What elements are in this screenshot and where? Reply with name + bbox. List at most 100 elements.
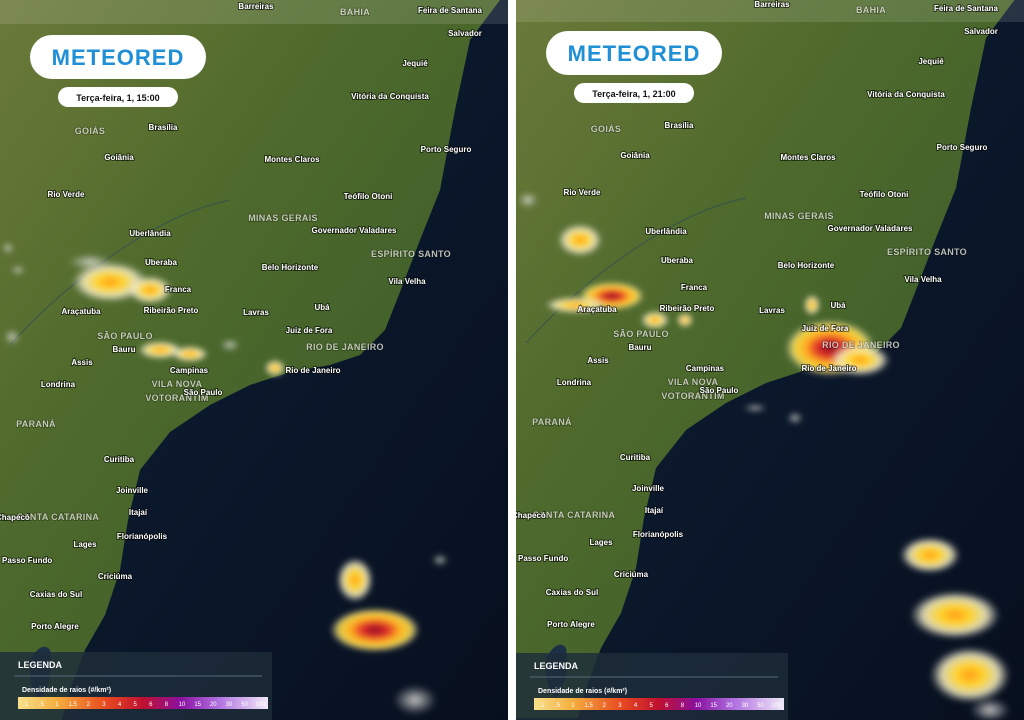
state-label: PARANÁ (16, 419, 56, 429)
city-label: Feira de Santana (418, 6, 483, 15)
legend-tick: 50 (757, 703, 764, 709)
city-label: Belo Horizonte (778, 261, 835, 270)
city-label: Londrina (41, 380, 76, 389)
city-label: Barreiras (754, 0, 790, 9)
city-label: Feira de Santana (934, 4, 999, 13)
state-label: VOTORANTIM (661, 391, 724, 401)
state-label: BAHIA (340, 7, 370, 17)
lightning-cluster (337, 558, 373, 602)
city-label: Uberlândia (129, 229, 171, 238)
state-label: BAHIA (856, 5, 886, 15)
city-label: Franca (681, 283, 708, 292)
logo: METEORED (52, 45, 185, 70)
state-label: VOTORANTIM (145, 393, 208, 403)
logo-badge (546, 31, 722, 75)
city-label: Vitória da Conquista (867, 90, 945, 99)
city-label: Jequié (402, 59, 428, 68)
lightning-cluster (677, 313, 693, 327)
legend-label: Densidade de raios (#/km²) (22, 687, 111, 694)
city-label: Governador Valadares (828, 224, 913, 233)
state-label: VILA NOVA (152, 379, 203, 389)
state-label: PARANÁ (532, 417, 572, 427)
city-label: Belo Horizonte (262, 263, 319, 272)
legend-tick: 100 (771, 703, 782, 709)
city-label: São Paulo (700, 386, 739, 395)
city-label: Governador Valadares (312, 226, 397, 235)
city-label: Uberlândia (645, 227, 687, 236)
city-label: Caxias do Sul (546, 588, 598, 597)
lightning-cluster (265, 360, 285, 376)
city-label: Brasília (149, 123, 178, 132)
city-label: Vitória da Conquista (351, 92, 429, 101)
city-label: Rio Verde (564, 188, 601, 197)
city-label: Caxias do Sul (30, 590, 82, 599)
city-label: Curitiba (104, 455, 135, 464)
city-label: Itajaí (129, 508, 148, 517)
lightning-cluster (330, 608, 420, 652)
legend-tick: 6 (149, 702, 153, 708)
city-label: Porto Seguro (421, 145, 472, 154)
lightning-cluster (545, 297, 605, 313)
map-layer: Barreiras BAHIA Feira de Santana Salvador Je… (0, 0, 508, 720)
legend-tick: 50 (241, 702, 248, 708)
state-label: RIO DE JANEIRO (306, 342, 384, 352)
city-label: Itajaí (645, 506, 664, 515)
legend-tick: 4 (118, 702, 122, 708)
lightning-cluster (138, 341, 182, 359)
state-label: SANTA CATARINA (17, 512, 100, 522)
city-label: Passo Fundo (518, 554, 568, 563)
state-label: VILA NOVA (668, 377, 719, 387)
map-panel: Barreiras BAHIA Feira de Santana Salvador Je… (0, 0, 508, 720)
city-label: Florianópolis (117, 532, 168, 541)
city-label: Joinville (116, 486, 149, 495)
city-label: Uberaba (661, 256, 694, 265)
logo-badge (30, 35, 206, 79)
legend-tick: 1 (55, 702, 59, 708)
city-label: Montes Claros (780, 153, 836, 162)
city-label: Franca (165, 285, 192, 294)
legend-tick: 30 (742, 703, 749, 709)
city-label: Joinville (632, 484, 665, 493)
city-label: Ubá (830, 301, 846, 310)
legend-tick: 1.5 (69, 702, 78, 708)
legend-tick: 15 (194, 702, 201, 708)
logo: METEORED (568, 41, 701, 66)
city-label: Curitiba (620, 453, 651, 462)
state-label: MINAS GERAIS (248, 213, 318, 223)
city-label: Chapecó (512, 511, 546, 520)
legend-tick: 10 (179, 702, 186, 708)
lightning-cluster (11, 265, 25, 275)
city-label: Salvador (964, 27, 998, 36)
city-label: Goiânia (620, 151, 650, 160)
lightning-cluster (930, 647, 1010, 703)
legend-tick: 100 (255, 702, 266, 708)
city-label: Brasília (665, 121, 694, 130)
city-label: Barreiras (238, 2, 274, 11)
legend-tick: 3 (618, 703, 622, 709)
city-label: Araçatuba (61, 307, 101, 316)
city-label: Lavras (243, 308, 269, 317)
lightning-cluster (2, 242, 14, 254)
city-label: Juiz de Fora (286, 326, 333, 335)
legend-tick: 20 (210, 702, 217, 708)
city-label: Lages (73, 540, 97, 549)
lightning-cluster (4, 329, 20, 345)
city-label: Araçatuba (577, 305, 617, 314)
state-label: GOIÁS (75, 126, 106, 136)
lightning-cluster (910, 591, 1000, 639)
city-label: Teófilo Otoni (860, 190, 909, 199)
land (516, 0, 1015, 718)
legend-tick: .1 (539, 703, 545, 709)
legend-tick: 30 (226, 702, 233, 708)
legend-tick: 4 (634, 703, 638, 709)
legend-tick: 1.5 (585, 703, 594, 709)
legend-tick: 20 (726, 703, 733, 709)
legend-tick: 5 (134, 702, 138, 708)
state-label: SANTA CATARINA (533, 510, 616, 520)
lightning-layer (518, 192, 1010, 720)
top-bar (0, 0, 508, 24)
city-label: Bauru (112, 345, 135, 354)
state-label: SÃO PAULO (613, 329, 669, 339)
legend-tick: 15 (710, 703, 717, 709)
